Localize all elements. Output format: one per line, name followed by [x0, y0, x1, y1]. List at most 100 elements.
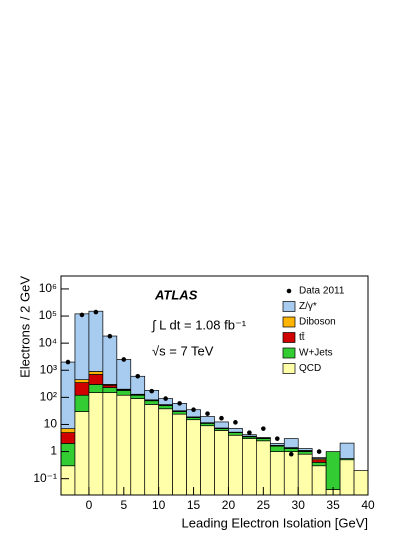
histogram-bar	[200, 422, 215, 427]
plot-marks	[60, 309, 369, 496]
histogram-bar	[102, 392, 118, 496]
histogram-bar	[144, 404, 160, 496]
histogram-bar	[60, 428, 76, 433]
histogram-bar	[74, 411, 90, 496]
histogram-bar	[311, 462, 327, 467]
plot-frame	[60, 275, 369, 496]
histogram-bar	[88, 310, 104, 372]
histogram-bar	[130, 394, 146, 399]
x-tick-label: 10	[152, 498, 166, 512]
legend-swatch	[282, 316, 296, 328]
data-point	[247, 430, 252, 435]
histogram-bar	[283, 448, 299, 452]
y-axis-label: Electrons / 2 GeV	[17, 276, 32, 378]
data-point	[65, 359, 71, 365]
legend-label: Z/γ*	[299, 301, 317, 312]
atlas-label: ATLAS	[154, 287, 198, 302]
legend-label: QCD	[299, 363, 321, 374]
histogram-bar	[228, 434, 243, 496]
histogram-bar	[186, 419, 201, 496]
data-point	[121, 357, 127, 362]
histogram-bar	[158, 408, 173, 496]
data-point	[274, 436, 280, 441]
histogram-bar	[353, 470, 369, 496]
legend-label: Diboson	[299, 317, 336, 328]
data-point	[177, 401, 182, 406]
histogram-bar	[74, 382, 90, 396]
lumi-label: ∫ L dt = 1.08 fb⁻¹	[151, 317, 247, 332]
x-tick-label: 35	[326, 498, 340, 512]
histogram-bar	[74, 394, 90, 412]
data-point	[135, 373, 141, 379]
y-tick-label: 1	[50, 444, 57, 458]
data-point	[288, 451, 294, 457]
legend-swatch	[282, 347, 296, 359]
histogram-bar	[297, 451, 313, 455]
histogram-bar	[172, 413, 187, 496]
data-point	[233, 420, 238, 425]
histogram-bar	[130, 398, 146, 496]
data-point	[261, 426, 266, 431]
legend-swatch	[282, 332, 296, 343]
histogram-bar	[339, 459, 355, 496]
histogram-bar	[256, 437, 271, 439]
data-point	[149, 388, 155, 394]
y-tick-label: 10⁻¹	[33, 471, 57, 485]
data-point	[316, 449, 322, 454]
x-tick-label: 30	[292, 498, 306, 512]
histogram-bar	[311, 457, 327, 459]
histogram-bar	[325, 451, 341, 490]
energy-label: √s = 7 TeV	[152, 343, 214, 358]
x-tick-label: 15	[187, 498, 201, 512]
y-tick-label: 10⁴	[38, 335, 57, 349]
histogram-bar	[116, 359, 132, 390]
histogram-bar	[102, 387, 118, 393]
histogram-bar	[269, 443, 285, 446]
legend-marker	[286, 288, 292, 294]
histogram-bar	[60, 432, 76, 444]
data-point	[163, 396, 168, 401]
histogram-bar	[339, 442, 355, 459]
histogram-bar	[130, 375, 146, 395]
x-tick-label: 25	[257, 498, 271, 512]
histogram-bar	[60, 443, 76, 467]
y-tick-label: 10⁶	[39, 281, 57, 295]
histogram-bar	[74, 313, 90, 381]
data-point	[93, 309, 99, 315]
x-tick-label: 0	[86, 498, 93, 512]
legend-swatch	[282, 301, 296, 312]
histogram-bar	[297, 453, 313, 496]
histogram-bar	[88, 392, 104, 496]
histogram-bar	[74, 379, 90, 383]
histogram-bar	[200, 416, 215, 424]
histogram-bar	[283, 438, 299, 448]
histogram-bar	[297, 448, 313, 451]
histogram-bar	[60, 361, 76, 430]
histogram-bar	[200, 425, 215, 496]
histogram-bar	[144, 400, 160, 405]
data-point	[79, 312, 85, 318]
y-tick-label: 10³	[40, 362, 57, 376]
histogram-bar	[228, 427, 243, 433]
histogram-bar	[102, 335, 118, 385]
legend-label: W+Jets	[299, 348, 333, 359]
histogram-bar	[88, 371, 104, 375]
histogram-bar	[116, 390, 132, 396]
histogram-bar	[311, 465, 327, 496]
y-tick-label: 10	[44, 417, 58, 431]
data-point	[191, 407, 196, 413]
histogram-bar	[172, 411, 187, 415]
x-tick-label: 5	[120, 498, 127, 512]
data-point	[107, 333, 113, 339]
histogram-bar	[228, 432, 243, 436]
histogram-bar	[88, 374, 104, 385]
x-axis-label: Leading Electron Isolation [GeV]	[182, 515, 368, 530]
histogram-bar	[242, 438, 257, 496]
histogram-bar	[283, 451, 299, 496]
histogram-bar	[269, 445, 285, 452]
histogram-bar	[214, 421, 229, 429]
histogram-bar	[269, 451, 285, 496]
histogram-bar	[158, 405, 173, 410]
